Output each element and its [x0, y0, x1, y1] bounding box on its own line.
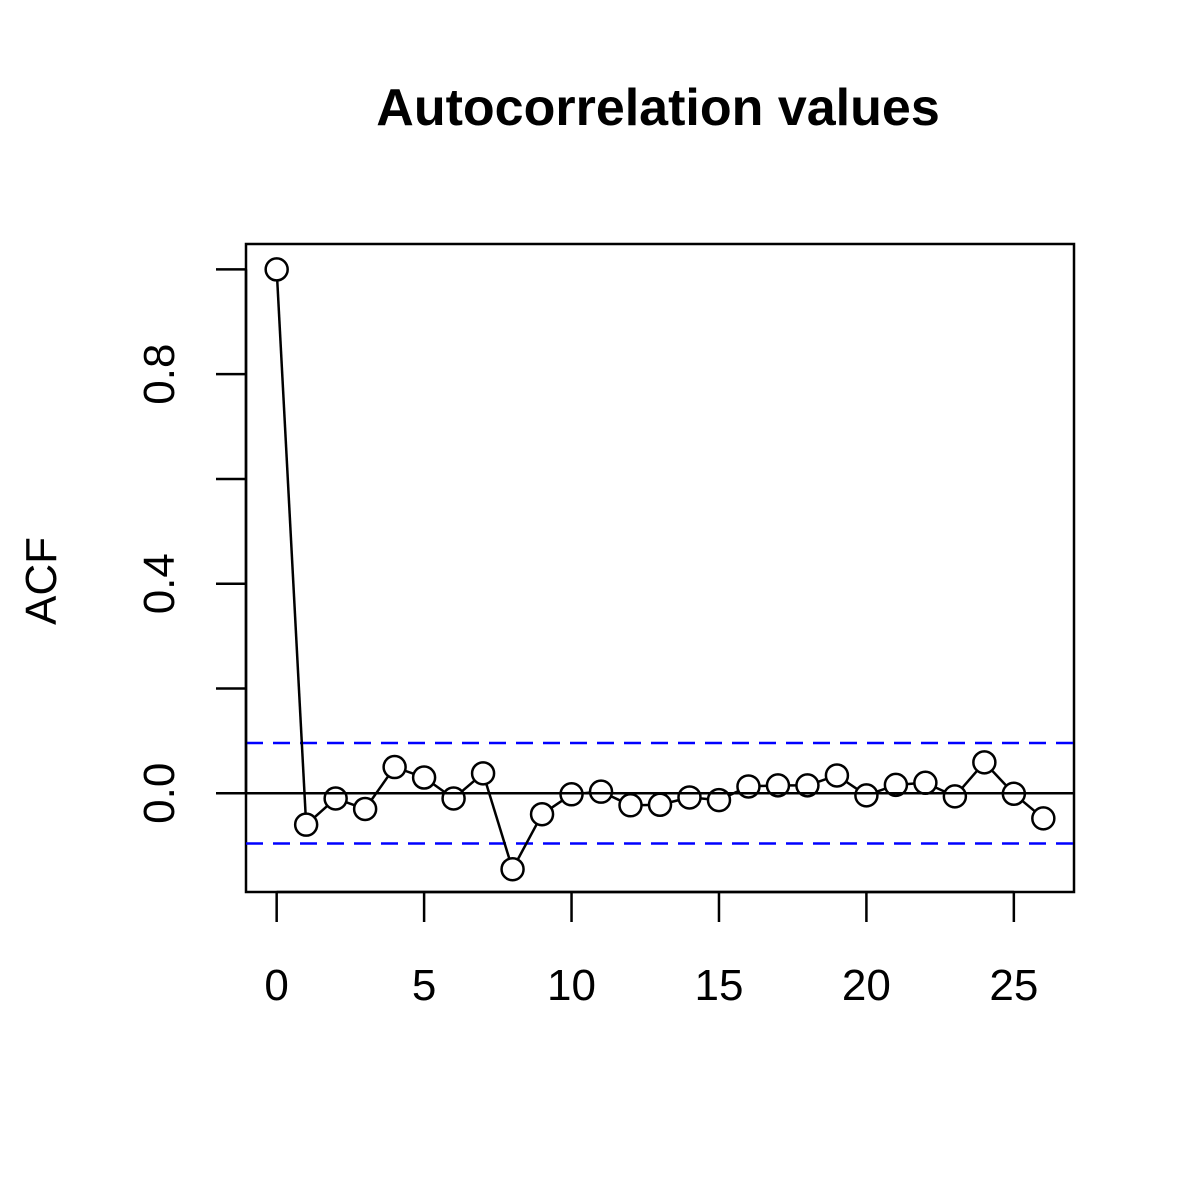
- series-line-segment: [432, 782, 446, 794]
- series-line-segment: [276, 280, 307, 814]
- series-line-segment: [550, 799, 564, 810]
- data-point: [441, 786, 466, 811]
- series-line-segment: [313, 804, 329, 819]
- series-line-segment: [461, 779, 476, 793]
- data-point: [264, 257, 289, 282]
- y-tick-label: 0.8: [135, 344, 184, 405]
- series-line-segment: [610, 795, 622, 802]
- x-tick-label: 5: [412, 961, 436, 1010]
- data-point: [293, 812, 319, 837]
- series-line-segment: [934, 786, 946, 793]
- series-line-segment: [728, 789, 739, 797]
- series-line-segment: [582, 791, 591, 795]
- data-point: [352, 796, 378, 822]
- series-line-segment: [845, 780, 858, 791]
- data-point: [883, 772, 909, 798]
- data-point: [854, 783, 879, 808]
- data-point: [736, 774, 761, 799]
- data-point: [1031, 806, 1056, 831]
- data-point: [677, 785, 702, 810]
- series-line-segment: [990, 769, 1008, 787]
- data-point: [559, 782, 584, 807]
- series-line-segment: [876, 787, 886, 793]
- series-line-segment: [485, 783, 511, 860]
- data-point: [411, 765, 437, 790]
- data-point: [618, 793, 643, 818]
- data-point: [942, 784, 968, 809]
- x-tick-label: 20: [842, 961, 891, 1010]
- x-tick-label: 25: [989, 961, 1038, 1010]
- series-line-segment: [370, 775, 390, 801]
- series-line-segment: [345, 800, 356, 807]
- plot-area: 0 5 10 15 20 25 0.0 0.4 0.8: [135, 242, 1076, 1010]
- series-line-segment: [404, 769, 415, 776]
- data-point: [824, 763, 850, 788]
- data-point: [529, 801, 555, 827]
- data-point: [382, 754, 407, 780]
- series-line-segment: [516, 823, 538, 861]
- data-point: [588, 779, 614, 804]
- data-point: [470, 761, 496, 786]
- series-line-segment: [1021, 799, 1036, 813]
- y-tick-label: 0.4: [135, 553, 184, 614]
- data-point: [323, 786, 348, 811]
- x-tick-label: 10: [547, 961, 596, 1010]
- data-point: [972, 750, 997, 775]
- data-point: [795, 773, 820, 798]
- data-point: [647, 792, 673, 818]
- data-point: [1001, 781, 1027, 807]
- chart-title: Autocorrelation values: [376, 79, 939, 137]
- x-tick-label: 15: [694, 961, 743, 1010]
- data-point: [913, 770, 938, 796]
- y-axis-label: ACF: [17, 537, 66, 625]
- series-line-segment: [906, 782, 915, 786]
- data-point: [765, 773, 791, 798]
- series-line-segment: [670, 798, 680, 804]
- data-point: [500, 856, 525, 882]
- series-line-segment: [700, 797, 709, 801]
- data-point: [706, 787, 732, 813]
- x-tick-label: 0: [264, 961, 288, 1010]
- series-line-segment: [961, 769, 979, 789]
- series-line-segment: [817, 777, 827, 784]
- y-tick-label: 0.0: [135, 763, 184, 824]
